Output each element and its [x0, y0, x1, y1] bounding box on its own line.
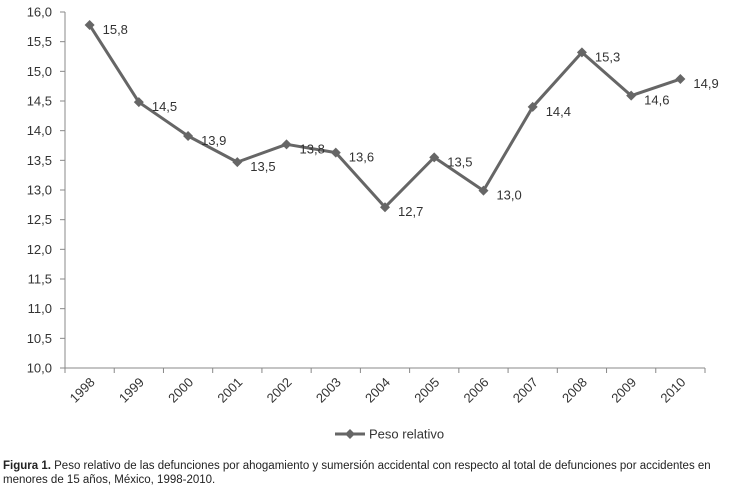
caption-lead: Figura 1. — [3, 460, 51, 472]
data-label: 14,6 — [644, 93, 669, 108]
y-tick-label: 10,0 — [27, 361, 52, 376]
x-tick-label: 2008 — [559, 375, 590, 406]
legend-marker — [345, 429, 355, 439]
data-label: 14,4 — [546, 104, 571, 119]
data-label: 15,8 — [103, 22, 128, 37]
x-tick-label: 2006 — [461, 375, 492, 406]
x-tick-label: 2004 — [362, 375, 393, 406]
data-label: 13,6 — [349, 150, 374, 165]
data-point — [133, 97, 144, 108]
data-point — [429, 152, 440, 163]
y-tick-label: 13,5 — [27, 153, 52, 168]
x-tick-label: 2009 — [608, 375, 639, 406]
data-point — [281, 139, 292, 150]
data-point — [527, 101, 538, 112]
data-point — [232, 157, 243, 168]
data-point — [380, 202, 390, 213]
y-tick-label: 14,0 — [27, 123, 52, 138]
x-tick-label: 2010 — [657, 375, 688, 406]
y-tick-label: 14,5 — [27, 94, 52, 109]
data-point — [183, 131, 194, 142]
x-tick-label: 2005 — [411, 375, 442, 406]
data-point — [626, 90, 637, 101]
data-label: 13,9 — [201, 133, 226, 148]
y-tick-label: 16,0 — [27, 5, 52, 20]
data-point — [478, 185, 489, 196]
x-tick-label: 2003 — [313, 375, 344, 406]
legend: Peso relativo — [335, 427, 444, 442]
data-label: 14,5 — [152, 99, 177, 114]
y-tick-label: 11,5 — [28, 272, 52, 287]
data-label: 13,8 — [300, 141, 325, 156]
y-tick-label: 12,0 — [27, 242, 52, 257]
figure-caption: Figura 1. Peso relativo de las defuncion… — [3, 459, 743, 487]
data-point — [84, 20, 95, 31]
y-tick-label: 15,0 — [27, 64, 52, 79]
data-label: 13,0 — [496, 188, 521, 203]
y-tick-label: 13,0 — [27, 183, 52, 198]
x-axis: 1998 1999 2000 2001 2002 2003 2004 2005 2006 2007… — [64, 367, 706, 406]
data-label: 13,5 — [250, 159, 275, 174]
legend-label: Peso relativo — [369, 427, 444, 442]
x-tick-label: 2007 — [510, 375, 541, 406]
y-tick-label: 12,5 — [27, 212, 52, 227]
series-layer — [84, 20, 686, 213]
data-label: 14,9 — [693, 76, 718, 91]
x-tick-label: 2002 — [264, 375, 295, 406]
y-tick-label: 15,5 — [27, 34, 52, 49]
y-axis: 10,0 10,5 11,0 11,5 12,0 12,5 13,0 13,5 14,0 14,5… — [27, 5, 66, 376]
data-labels: 15,8 14,5 13,9 13,5 13,8 13,6 12,7 13,5 13,0 14,4… — [103, 22, 719, 219]
x-tick-label: 1999 — [116, 375, 147, 406]
x-tick-label: 1998 — [67, 375, 98, 406]
data-point — [675, 74, 686, 85]
y-tick-label: 10,5 — [27, 331, 52, 346]
x-tick-label: 2001 — [214, 375, 245, 406]
series-line-peso-relativo — [88, 24, 681, 209]
x-tick-label: 2000 — [165, 375, 196, 406]
data-point — [576, 47, 587, 58]
data-label: 12,7 — [398, 204, 423, 219]
caption-text: Peso relativo de las defunciones por aho… — [3, 460, 711, 486]
data-point — [330, 147, 341, 158]
line-chart: 10,0 10,5 11,0 11,5 12,0 12,5 13,0 13,5 14,0 14,5… — [27, 5, 719, 442]
y-tick-label: 11,0 — [28, 301, 52, 316]
data-label: 13,5 — [447, 154, 472, 169]
data-label: 15,3 — [595, 49, 620, 64]
